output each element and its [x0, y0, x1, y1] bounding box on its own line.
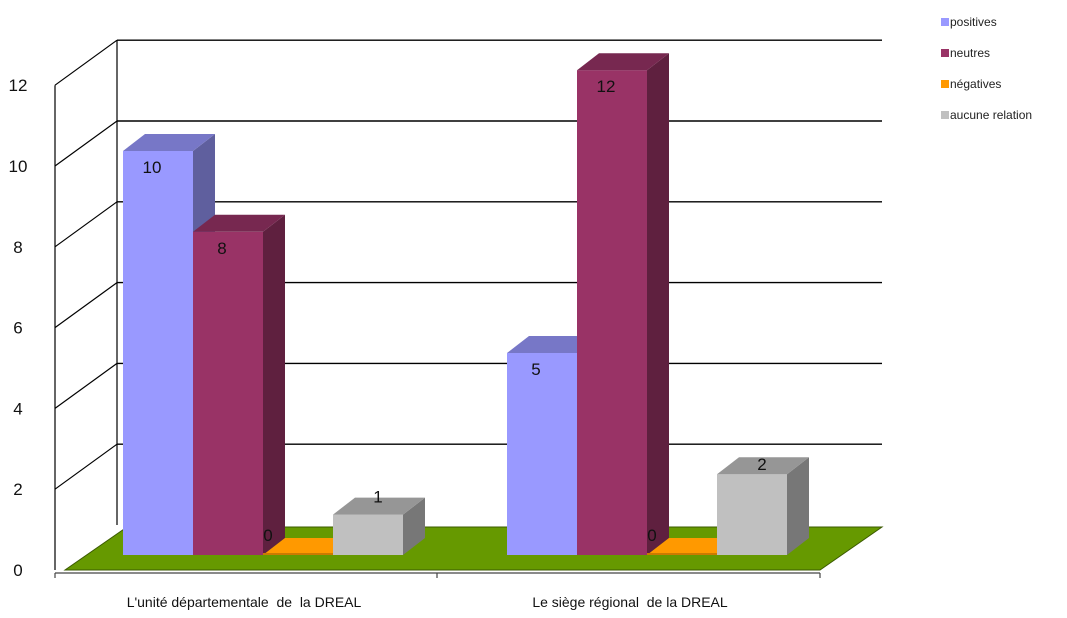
wall-diagonal-4: [54, 362, 118, 409]
bar-1-1-side: [647, 53, 669, 555]
data-label-0-2: 0: [263, 526, 272, 545]
y-tick-label-4: 4: [13, 399, 22, 418]
bar-0-3-front: [333, 514, 403, 555]
data-label-1-0: 5: [531, 360, 540, 379]
wall-diagonal-2: [54, 443, 118, 490]
bar-1-1-top: [577, 53, 669, 71]
data-label-1-2: 0: [647, 526, 656, 545]
data-label-1-1: 12: [597, 77, 616, 96]
legend-item-positives: positives: [941, 6, 1032, 37]
legend-item-neutres: neutres: [941, 37, 1032, 68]
x-tick-label-1: Le siège régional de la DREAL: [532, 594, 728, 610]
bar-1-3-side: [787, 457, 809, 555]
bar-0-1-top: [193, 214, 285, 232]
bar-0-2-flat: [263, 538, 355, 555]
wall-diagonal-8: [54, 201, 118, 248]
bar-1-3-front: [717, 474, 787, 555]
legend: positives neutres négatives aucune relat…: [941, 6, 1032, 130]
y-tick-label-8: 8: [13, 238, 22, 257]
bar-0-3-side: [403, 497, 425, 555]
x-tick-label-0: L'unité départementale de la DREAL: [127, 594, 362, 610]
data-label-0-1: 8: [217, 239, 226, 258]
bar-0-1-front: [193, 231, 263, 556]
legend-label-negatives: négatives: [950, 76, 1002, 91]
bar-0-0-top: [123, 134, 215, 151]
bar-1-2-flat: [647, 538, 739, 555]
wall-diagonal-6: [54, 282, 118, 329]
data-label-0-3: 1: [373, 488, 382, 507]
legend-swatch-positives: [941, 17, 949, 26]
legend-swatch-aucune-relation: [941, 110, 949, 119]
bar-1-0-front: [507, 353, 577, 555]
legend-item-negatives: négatives: [941, 68, 1032, 99]
wall-diagonal-12: [54, 39, 118, 86]
bar-1-0-top: [507, 336, 599, 353]
bar-0-3-top: [333, 497, 425, 515]
legend-label-neutres: neutres: [950, 45, 991, 60]
legend-label-aucune-relation: aucune relation: [950, 107, 1033, 122]
legend-swatch-negatives: [941, 79, 949, 88]
bar-1-2-front: [647, 553, 717, 555]
bar-0-0-front: [123, 151, 193, 555]
legend-label-positives: positives: [950, 14, 997, 29]
bar-1-1-front: [577, 70, 647, 555]
y-tick-label-2: 2: [13, 480, 22, 499]
y-tick-label-12: 12: [9, 76, 28, 95]
data-label-1-3: 2: [757, 455, 766, 474]
y-tick-label-0: 0: [13, 561, 22, 580]
data-label-0-0: 10: [143, 158, 162, 177]
y-tick-label-6: 6: [13, 319, 22, 338]
legend-swatch-neutres: [941, 48, 949, 57]
bar-0-2-front: [263, 553, 333, 555]
y-tick-label-10: 10: [9, 157, 28, 176]
wall-diagonal-10: [54, 120, 118, 167]
bar-0-1-side: [263, 214, 285, 556]
bar-1-3-top: [717, 457, 809, 475]
legend-item-aucune-relation: aucune relation: [941, 99, 1032, 130]
